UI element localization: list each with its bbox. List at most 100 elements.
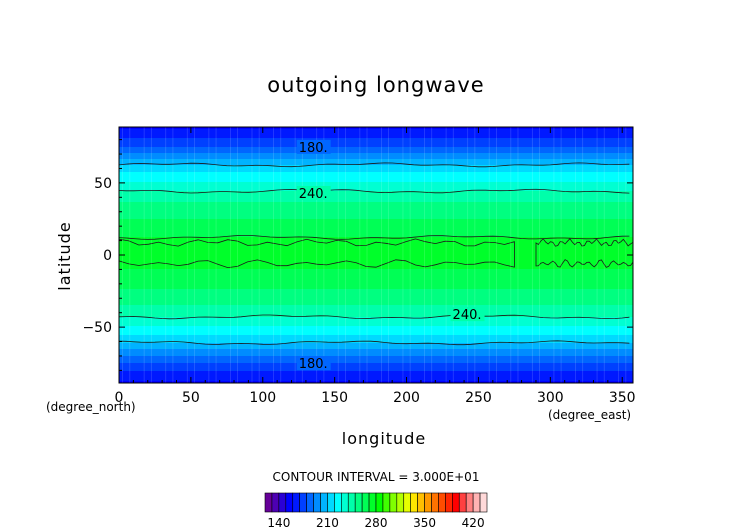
field-band (119, 324, 633, 326)
field-band (119, 152, 633, 154)
colorbar-swatch (285, 492, 294, 513)
field-band (119, 129, 633, 131)
field-band (119, 189, 633, 191)
field-band (119, 308, 633, 310)
field-band (119, 347, 633, 349)
field-band (119, 191, 633, 193)
field-band (119, 354, 633, 356)
field-band (119, 333, 633, 335)
field-band (119, 188, 633, 190)
field-band (119, 193, 633, 195)
x-tick-label: 300 (537, 390, 564, 406)
field-band (119, 331, 633, 333)
colorbar-swatch (472, 492, 481, 513)
field-band (119, 235, 633, 237)
field-band (119, 340, 633, 342)
field-band (119, 225, 633, 227)
field-band (119, 197, 633, 199)
field-band (119, 233, 633, 235)
field-band (119, 195, 633, 197)
colorbar: 140 210 280 350 420 (264, 492, 488, 530)
field-band (119, 320, 633, 322)
field-band (119, 322, 633, 324)
colorbar-tick-label: 350 (413, 516, 436, 530)
field-band (119, 275, 633, 277)
field-band (119, 292, 633, 294)
field-band (119, 171, 633, 173)
field-band (119, 222, 633, 224)
field-band (119, 302, 633, 304)
field-band (119, 227, 633, 229)
equatorial-contour (119, 238, 515, 269)
x-axis-label: longitude (342, 429, 426, 448)
field-band (119, 284, 633, 286)
field-band (119, 299, 633, 301)
field-band (119, 185, 633, 187)
colorbar-tick-label: 140 (267, 516, 290, 530)
field-band (119, 305, 633, 307)
field-band (119, 314, 633, 316)
field-band (119, 298, 633, 300)
field-band (119, 370, 633, 372)
colorbar-swatch (431, 492, 439, 513)
x-tick-label: 250 (465, 390, 492, 406)
field-band (119, 169, 633, 171)
field-band (119, 141, 633, 143)
field-band (119, 179, 633, 181)
field-band (119, 282, 633, 284)
field-band (119, 373, 633, 375)
field-band (119, 158, 633, 160)
colorbar-swatch (368, 492, 377, 513)
field-band (119, 296, 633, 298)
field-band (119, 368, 633, 370)
field-band (119, 323, 633, 325)
field-band (119, 207, 633, 209)
colorbar-swatch (327, 492, 335, 513)
colorbar-swatch (375, 492, 384, 513)
field-band (119, 138, 633, 140)
field-band (119, 183, 633, 185)
x-tick-label: 50 (182, 390, 200, 406)
colorbar-swatch (403, 492, 411, 513)
field-band (119, 343, 633, 345)
field-band (119, 205, 633, 207)
field-band (119, 241, 633, 243)
field-band (119, 362, 633, 364)
field-band (119, 372, 633, 374)
field-band (119, 200, 633, 202)
field-band (119, 208, 633, 210)
field-band (119, 228, 633, 230)
field-band (119, 276, 633, 278)
field-band (119, 155, 633, 157)
field-band (119, 224, 633, 226)
field-band (119, 360, 633, 362)
contour-line (119, 234, 630, 240)
field-band (119, 176, 633, 178)
field-band (119, 231, 633, 233)
field-band (119, 217, 633, 219)
colorbar-swatch (341, 492, 349, 513)
field-band (119, 288, 633, 290)
field-band (119, 226, 633, 228)
field-band (119, 127, 633, 129)
field-band (119, 339, 633, 341)
field-band (119, 379, 633, 381)
field-band (119, 212, 633, 214)
field-band (119, 336, 633, 338)
field-band (119, 173, 633, 175)
contour-line (119, 314, 630, 320)
field-band (119, 164, 633, 166)
field-band (119, 238, 633, 240)
contour-label: 180. (299, 357, 328, 372)
field-band (119, 134, 633, 136)
field-band (119, 210, 633, 212)
x-tick-label: 0 (115, 390, 124, 406)
field-band (119, 270, 633, 272)
field-band (119, 352, 633, 354)
field-band (119, 277, 633, 279)
field-band (119, 376, 633, 378)
field-band (119, 190, 633, 192)
field-band (119, 273, 633, 275)
x-tick-label: 350 (609, 390, 636, 406)
